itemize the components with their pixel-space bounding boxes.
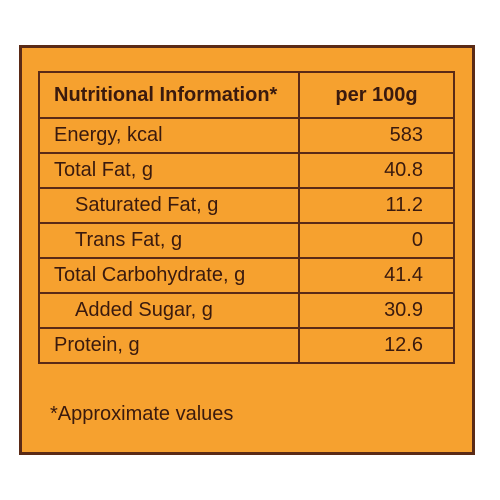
row-label-added-sugar: Added Sugar, g — [38, 292, 300, 329]
table-row: Trans Fat, g 0 — [38, 222, 455, 259]
header-value: per 100g — [298, 71, 455, 119]
header-label: Nutritional Information* — [38, 71, 300, 119]
row-value-added-sugar: 30.9 — [298, 292, 455, 329]
row-value-energy: 583 — [298, 117, 455, 154]
row-label-total-carbohydrate: Total Carbohydrate, g — [38, 257, 300, 294]
table-row: Protein, g 12.6 — [38, 327, 455, 364]
row-label-trans-fat: Trans Fat, g — [38, 222, 300, 259]
table-row: Energy, kcal 583 — [38, 117, 455, 154]
table-row: Added Sugar, g 30.9 — [38, 292, 455, 329]
row-label-total-fat: Total Fat, g — [38, 152, 300, 189]
row-label-energy: Energy, kcal — [38, 117, 300, 154]
nutrition-panel: Nutritional Information* per 100g Energy… — [19, 45, 475, 455]
row-value-total-carbohydrate: 41.4 — [298, 257, 455, 294]
table-row: Total Fat, g 40.8 — [38, 152, 455, 189]
row-label-saturated-fat: Saturated Fat, g — [38, 187, 300, 224]
row-value-saturated-fat: 11.2 — [298, 187, 455, 224]
row-value-protein: 12.6 — [298, 327, 455, 364]
table-row: Saturated Fat, g 11.2 — [38, 187, 455, 224]
nutrition-table: Nutritional Information* per 100g Energy… — [38, 71, 455, 364]
row-label-protein: Protein, g — [38, 327, 300, 364]
table-header-row: Nutritional Information* per 100g — [38, 71, 455, 119]
row-value-total-fat: 40.8 — [298, 152, 455, 189]
row-value-trans-fat: 0 — [298, 222, 455, 259]
table-row: Total Carbohydrate, g 41.4 — [38, 257, 455, 294]
footnote: *Approximate values — [50, 403, 234, 425]
